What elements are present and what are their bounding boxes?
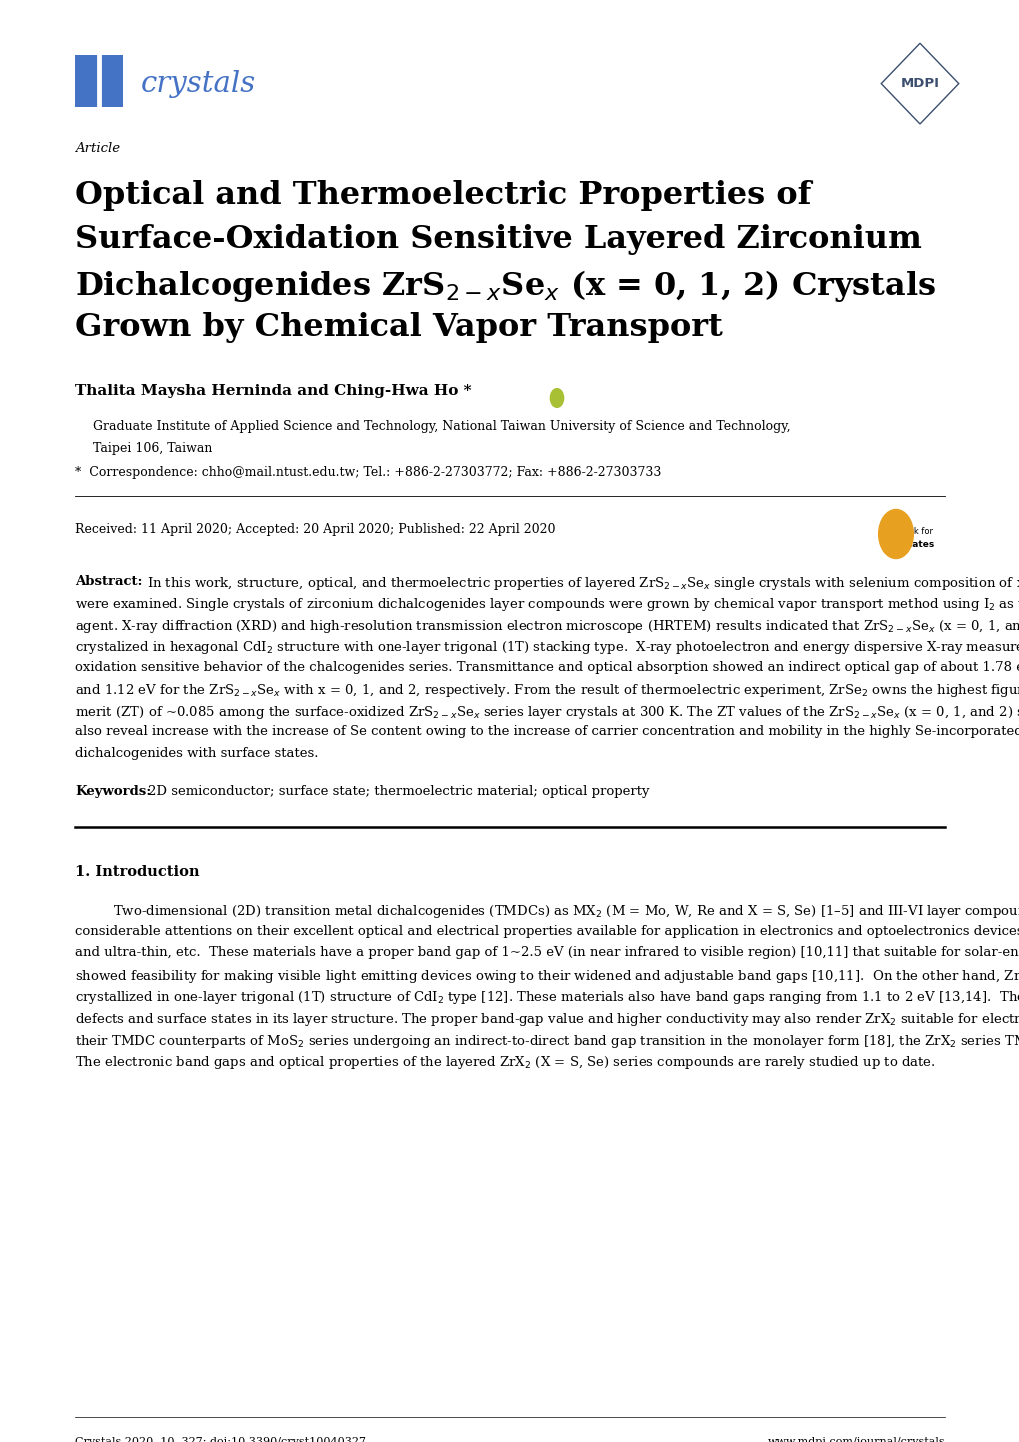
Text: *  Correspondence: chho@mail.ntust.edu.tw; Tel.: +886-2-27303772; Fax: +886-2-27: * Correspondence: chho@mail.ntust.edu.tw… [75, 466, 660, 479]
Text: Abstract:: Abstract: [75, 575, 143, 588]
Text: Surface-Oxidation Sensitive Layered Zirconium: Surface-Oxidation Sensitive Layered Zirc… [75, 224, 921, 255]
Text: The electronic band gaps and optical properties of the layered ZrX$_2$ (X = S, S: The electronic band gaps and optical pro… [75, 1054, 934, 1071]
Text: considerable attentions on their excellent optical and electrical properties ava: considerable attentions on their excelle… [75, 924, 1019, 937]
Text: Optical and Thermoelectric Properties of: Optical and Thermoelectric Properties of [75, 180, 810, 211]
Text: and 1.12 eV for the ZrS$_{2-x}$Se$_x$ with x = 0, 1, and 2, respectively. From t: and 1.12 eV for the ZrS$_{2-x}$Se$_x$ wi… [75, 682, 1019, 699]
Text: Received: 11 April 2020; Accepted: 20 April 2020; Published: 22 April 2020: Received: 11 April 2020; Accepted: 20 Ap… [75, 523, 555, 536]
Text: also reveal increase with the increase of Se content owing to the increase of ca: also reveal increase with the increase o… [75, 725, 1019, 738]
Text: crystalized in hexagonal CdI$_2$ structure with one-layer trigonal (1T) stacking: crystalized in hexagonal CdI$_2$ structu… [75, 639, 1019, 656]
Text: check for: check for [894, 526, 932, 536]
Circle shape [877, 509, 912, 558]
Text: Two-dimensional (2D) transition metal dichalcogenides (TMDCs) as MX$_2$ (M = Mo,: Two-dimensional (2D) transition metal di… [113, 904, 1019, 920]
Text: were examined. Single crystals of zirconium dichalcogenides layer compounds were: were examined. Single crystals of zircon… [75, 597, 1019, 613]
Text: showed feasibility for making visible light emitting devices owing to their wide: showed feasibility for making visible li… [75, 968, 1019, 985]
Text: www.mdpi.com/journal/crystals: www.mdpi.com/journal/crystals [766, 1438, 944, 1442]
Text: iD: iD [552, 395, 560, 401]
FancyBboxPatch shape [75, 55, 123, 107]
Text: Grown by Chemical Vapor Transport: Grown by Chemical Vapor Transport [75, 311, 722, 343]
Text: updates: updates [893, 539, 933, 549]
Circle shape [550, 389, 564, 408]
Text: crystals: crystals [141, 69, 256, 98]
Text: 1. Introduction: 1. Introduction [75, 865, 200, 880]
Text: ✓: ✓ [890, 528, 901, 541]
Text: defects and surface states in its layer structure. The proper band-gap value and: defects and surface states in its layer … [75, 1011, 1019, 1028]
Text: and ultra-thin, etc.  These materials have a proper band gap of 1~2.5 eV (in nea: and ultra-thin, etc. These materials hav… [75, 946, 1019, 959]
Text: Article: Article [75, 141, 120, 154]
Text: Dichalcogenides ZrS$_{2-x}$Se$_x$ (x = 0, 1, 2) Crystals: Dichalcogenides ZrS$_{2-x}$Se$_x$ (x = 0… [75, 268, 935, 304]
Text: dichalcogenides with surface states.: dichalcogenides with surface states. [75, 747, 318, 760]
Text: Thalita Maysha Herninda and Ching-Hwa Ho *: Thalita Maysha Herninda and Ching-Hwa Ho… [75, 384, 471, 398]
Text: MDPI: MDPI [900, 76, 938, 89]
Text: Graduate Institute of Applied Science and Technology, National Taiwan University: Graduate Institute of Applied Science an… [93, 420, 790, 433]
Text: 2D semiconductor; surface state; thermoelectric material; optical property: 2D semiconductor; surface state; thermoe… [148, 786, 649, 799]
Text: oxidation sensitive behavior of the chalcogenides series. Transmittance and opti: oxidation sensitive behavior of the chal… [75, 660, 1019, 673]
Text: Taipei 106, Taiwan: Taipei 106, Taiwan [93, 443, 212, 456]
Text: crystallized in one-layer trigonal (1T) structure of CdI$_2$ type [12]. These ma: crystallized in one-layer trigonal (1T) … [75, 989, 1019, 1007]
Text: In this work, structure, optical, and thermoelectric properties of layered ZrS$_: In this work, structure, optical, and th… [147, 575, 1019, 593]
Text: Crystals 2020, 10, 327; doi:10.3390/cryst10040327: Crystals 2020, 10, 327; doi:10.3390/crys… [75, 1438, 366, 1442]
Text: agent. X-ray diffraction (XRD) and high-resolution transmission electron microsc: agent. X-ray diffraction (XRD) and high-… [75, 619, 1019, 634]
Text: Keywords:: Keywords: [75, 786, 151, 799]
Text: their TMDC counterparts of MoS$_2$ series undergoing an indirect-to-direct band : their TMDC counterparts of MoS$_2$ serie… [75, 1032, 1019, 1050]
Text: merit (ZT) of ~0.085 among the surface-oxidized ZrS$_{2-x}$Se$_x$ series layer c: merit (ZT) of ~0.085 among the surface-o… [75, 704, 1019, 721]
